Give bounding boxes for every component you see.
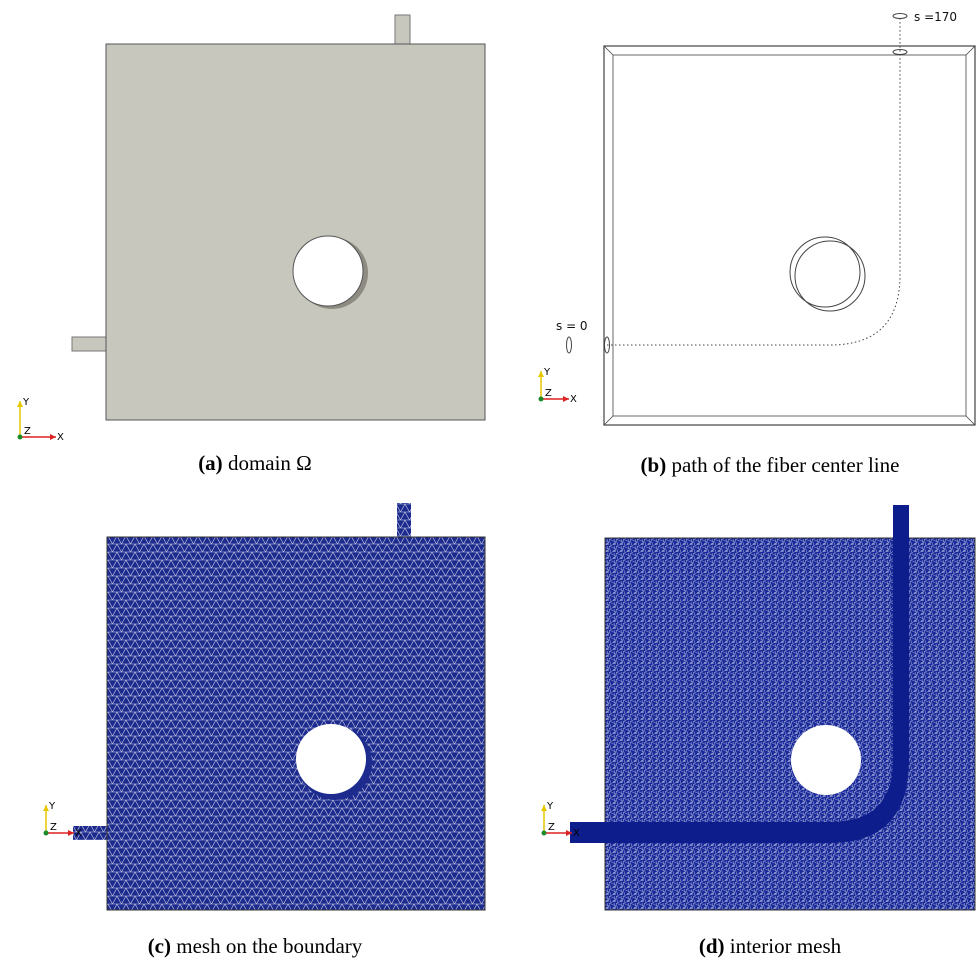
hole — [293, 236, 363, 306]
annotation: s = 0 — [556, 319, 588, 333]
caption-label: (a) — [198, 451, 223, 475]
caption: (b) path of the fiber center line — [641, 453, 900, 477]
z-axis-dot — [18, 435, 23, 440]
axis-label: X — [75, 828, 82, 839]
z-axis-dot — [539, 397, 544, 402]
z-axis-dot — [44, 831, 49, 836]
axis-label: Z — [50, 822, 57, 833]
caption: (d) interior mesh — [699, 934, 842, 958]
caption-text: path of the fiber center line — [671, 453, 899, 477]
interior-mesh — [605, 538, 975, 910]
panel-b: s = 0 s =170 — [556, 10, 975, 425]
boundary-mesh — [107, 537, 485, 910]
panel-a — [72, 15, 485, 420]
caption: (a) domain Ω — [198, 451, 312, 475]
fiber-section — [893, 14, 907, 19]
x-arrow-head — [50, 434, 56, 440]
domain-inner-outline — [613, 55, 966, 416]
axis-label: Y — [543, 367, 551, 378]
fiber-section — [567, 337, 572, 353]
caption-text: mesh on the boundary — [176, 934, 363, 958]
domain — [106, 44, 485, 420]
annotation: s =170 — [914, 10, 957, 24]
domain-outline — [604, 46, 975, 425]
axis-label: Z — [545, 388, 552, 399]
figure: s = 0 s =170 (a) domain Ω (b) path of th… — [0, 0, 978, 971]
hole-back — [795, 241, 865, 311]
panel-c — [73, 503, 485, 910]
edges — [604, 46, 975, 425]
axis-label: X — [57, 432, 64, 443]
fiber-path — [607, 17, 900, 345]
caption-label: (d) — [699, 934, 725, 958]
axis-label: Y — [48, 801, 56, 812]
hole — [296, 724, 366, 794]
axis-label: Z — [24, 426, 31, 437]
caption: (c) mesh on the boundary — [148, 934, 363, 958]
caption-text: domain Ω — [228, 451, 312, 475]
axis-label: Y — [22, 397, 30, 408]
caption-label: (c) — [148, 934, 171, 958]
axis-label: X — [570, 394, 577, 405]
panel-d — [570, 505, 975, 910]
inlet-pipe — [72, 337, 108, 351]
outlet-pipe — [893, 505, 909, 539]
x-arrow-head — [563, 396, 569, 402]
axis-label: X — [573, 828, 580, 839]
caption-text: interior mesh — [730, 934, 842, 958]
z-axis-dot — [542, 831, 547, 836]
outlet-pipe — [397, 503, 411, 539]
axis-label: Z — [548, 822, 555, 833]
caption-label: (b) — [641, 453, 667, 477]
hole — [791, 725, 861, 795]
axis-label: Y — [546, 801, 554, 812]
